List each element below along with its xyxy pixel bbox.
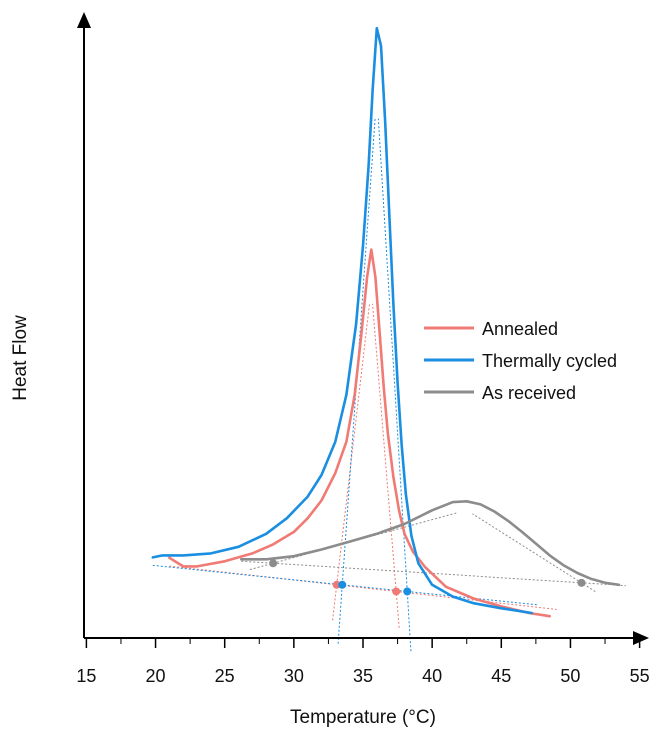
y-axis-arrow [77, 12, 91, 28]
x-tick-label: 45 [491, 666, 511, 686]
tangent-dotted-line [472, 513, 596, 592]
legend: Annealed Thermally cycled As received [424, 319, 617, 403]
onset-marker [392, 587, 401, 596]
legend-label: As received [482, 383, 576, 403]
onset-marker [269, 559, 278, 568]
x-tick-label: 40 [422, 666, 442, 686]
onset-marker [332, 580, 341, 589]
x-tick-label: 50 [560, 666, 580, 686]
onset-marker [577, 578, 586, 587]
x-tick-label: 20 [146, 666, 166, 686]
x-tick-label: 30 [284, 666, 304, 686]
x-axis-title: Temperature (°C) [290, 707, 436, 728]
y-axis-title: Heat Flow [10, 315, 31, 401]
x-ticks: 15 20 25 30 35 40 45 50 55 [76, 638, 650, 686]
x-tick-label: 15 [76, 666, 96, 686]
baseline-dotted-line [169, 565, 557, 610]
legend-label: Annealed [482, 319, 558, 339]
axes [77, 12, 649, 645]
legend-label: Thermally cycled [482, 351, 617, 371]
x-axis-arrow [633, 631, 649, 645]
series-line-thermally-cycled [151, 26, 533, 615]
x-tick-label: 55 [630, 666, 650, 686]
tangent-dotted-line [377, 118, 412, 652]
onset-marker [338, 580, 347, 589]
onset-marker [403, 587, 412, 596]
series-line-annealed [168, 248, 551, 618]
x-tick-label: 35 [353, 666, 373, 686]
series-line-as-received [240, 500, 621, 587]
x-tick-label: 25 [215, 666, 235, 686]
plot-area [151, 26, 626, 652]
